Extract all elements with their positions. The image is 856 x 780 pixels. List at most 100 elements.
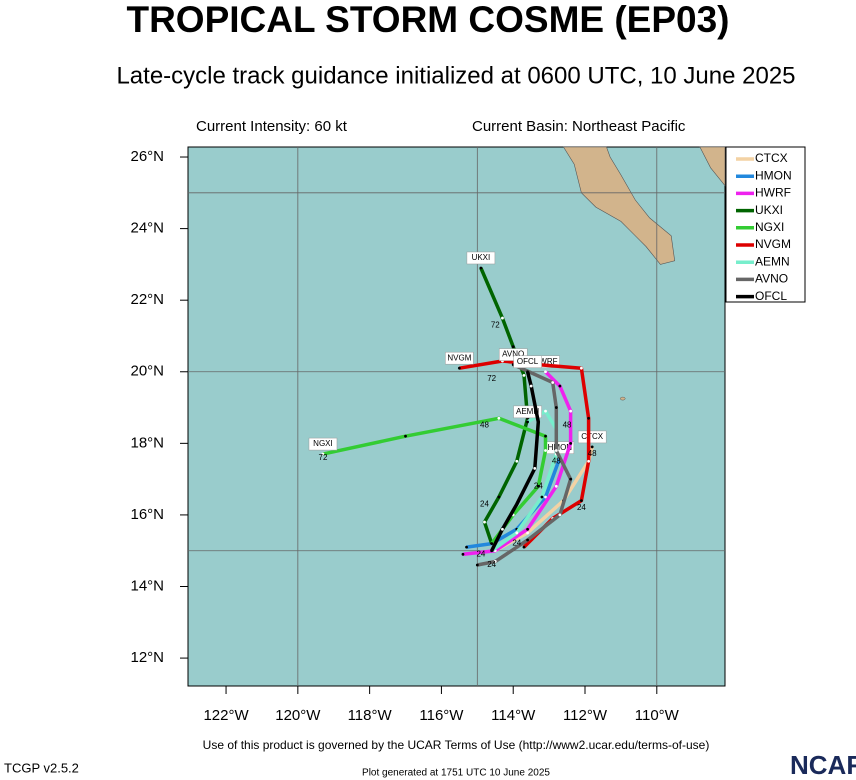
track-point (501, 527, 504, 531)
legend-label: NGXI (755, 220, 784, 234)
legend-label: OFCL (755, 289, 787, 303)
track-point (490, 549, 494, 553)
track-point (551, 381, 555, 384)
track-point (544, 495, 547, 499)
track-point (497, 495, 501, 499)
track-point (540, 495, 544, 499)
legend-label: CTCX (755, 151, 788, 165)
track-point (587, 459, 590, 463)
track-point (580, 499, 583, 503)
track-line (322, 416, 548, 545)
axes: 122°W 120°W 118°W 116°W 114°W 112°W 110°W 12°N 1… (130, 148, 679, 724)
track-point (580, 366, 583, 370)
track-point (461, 552, 465, 556)
track-label: HMON (548, 443, 573, 452)
legend-entries: CTCX HMON HWRF UKXI NGXI NVGM AEMN AVNO OFCL (736, 151, 792, 303)
legend (725, 146, 806, 303)
track-point (536, 420, 540, 424)
track-label-box (577, 430, 607, 444)
track-point (479, 266, 483, 270)
track-label-box (513, 355, 542, 369)
y-tick-label: 26°N (130, 148, 164, 165)
track-point (536, 484, 540, 488)
y-tick-label: 12°N (130, 649, 164, 666)
track-point (493, 560, 497, 563)
track-point (533, 466, 537, 470)
track-point (515, 502, 519, 506)
track-point (501, 316, 504, 320)
hour-label: 48 (563, 421, 572, 430)
x-tick-label: 118°W (348, 707, 393, 724)
track-label: HWRF (534, 357, 558, 366)
track-point (465, 545, 468, 549)
track-point (457, 366, 461, 370)
track-point (569, 409, 573, 413)
track-point (321, 452, 325, 456)
grid (188, 147, 725, 686)
version: TCGP v2.5.2 (4, 760, 79, 775)
track-point (544, 434, 547, 438)
track-point (569, 441, 573, 445)
track-point (554, 449, 558, 452)
track-point (558, 384, 562, 388)
track-label: AVNO (502, 350, 524, 359)
track-point (558, 513, 562, 517)
track-point (554, 484, 558, 488)
hour-label: 24 (577, 503, 586, 512)
y-tick-label: 24°N (130, 220, 164, 237)
track-point (569, 477, 573, 481)
intensity-note: Current Intensity: 60 kt (196, 118, 348, 135)
track-point (483, 520, 486, 524)
track-point (475, 563, 479, 567)
hour-label: 48 (480, 421, 489, 430)
track-point (544, 409, 547, 413)
track-label: UKXI (472, 253, 491, 262)
x-tick-label: 116°W (419, 707, 464, 724)
y-tick-label: 14°N (130, 577, 164, 594)
track-label-box (466, 251, 496, 265)
track-point (554, 406, 558, 409)
track-label: NGXI (313, 439, 333, 448)
track-point (526, 538, 529, 542)
hour-label: 72 (319, 453, 328, 462)
x-tick-label: 112°W (563, 707, 608, 724)
hour-label: 72 (491, 320, 500, 329)
track-point (544, 449, 547, 452)
island (619, 396, 626, 401)
plot-area (187, 146, 726, 687)
y-tick-label: 20°N (130, 363, 164, 380)
legend-label: AEMN (755, 254, 790, 268)
track-point (526, 527, 529, 531)
track-point (404, 434, 407, 438)
track-point (515, 459, 519, 463)
track-point (522, 373, 526, 377)
track-point (587, 416, 590, 420)
y-tick-label: 16°N (130, 506, 164, 523)
x-tick-label: 122°W (203, 707, 249, 724)
track-point (497, 416, 501, 420)
hour-label: 24 (534, 481, 543, 490)
track-label: CTCX (581, 432, 603, 441)
hour-label: 48 (552, 456, 561, 465)
track-point (590, 445, 594, 449)
logo: NCAR (790, 750, 856, 780)
y-tick-label: 22°N (130, 291, 164, 308)
y-tick-label: 18°N (130, 434, 164, 451)
track-point (526, 531, 529, 535)
track-label: AEMN (516, 407, 539, 416)
title: TROPICAL STORM COSME (EP03) (126, 0, 729, 40)
track-point (515, 531, 519, 535)
hour-label: 24 (476, 549, 485, 558)
track-point (511, 345, 515, 349)
baja-california (562, 146, 676, 265)
hour-label: 24 (487, 560, 496, 569)
land (562, 146, 726, 401)
legend-label: HMON (755, 168, 792, 182)
mainland (699, 146, 726, 187)
legend-label: AVNO (755, 272, 788, 286)
generated: Plot generated at 1751 UTC 10 June 2025 (362, 768, 550, 779)
hour-label: 48 (588, 449, 597, 458)
hour-label: 24 (512, 539, 521, 548)
track-label: OFCL (517, 357, 539, 366)
track-label: NVGM (447, 353, 471, 362)
